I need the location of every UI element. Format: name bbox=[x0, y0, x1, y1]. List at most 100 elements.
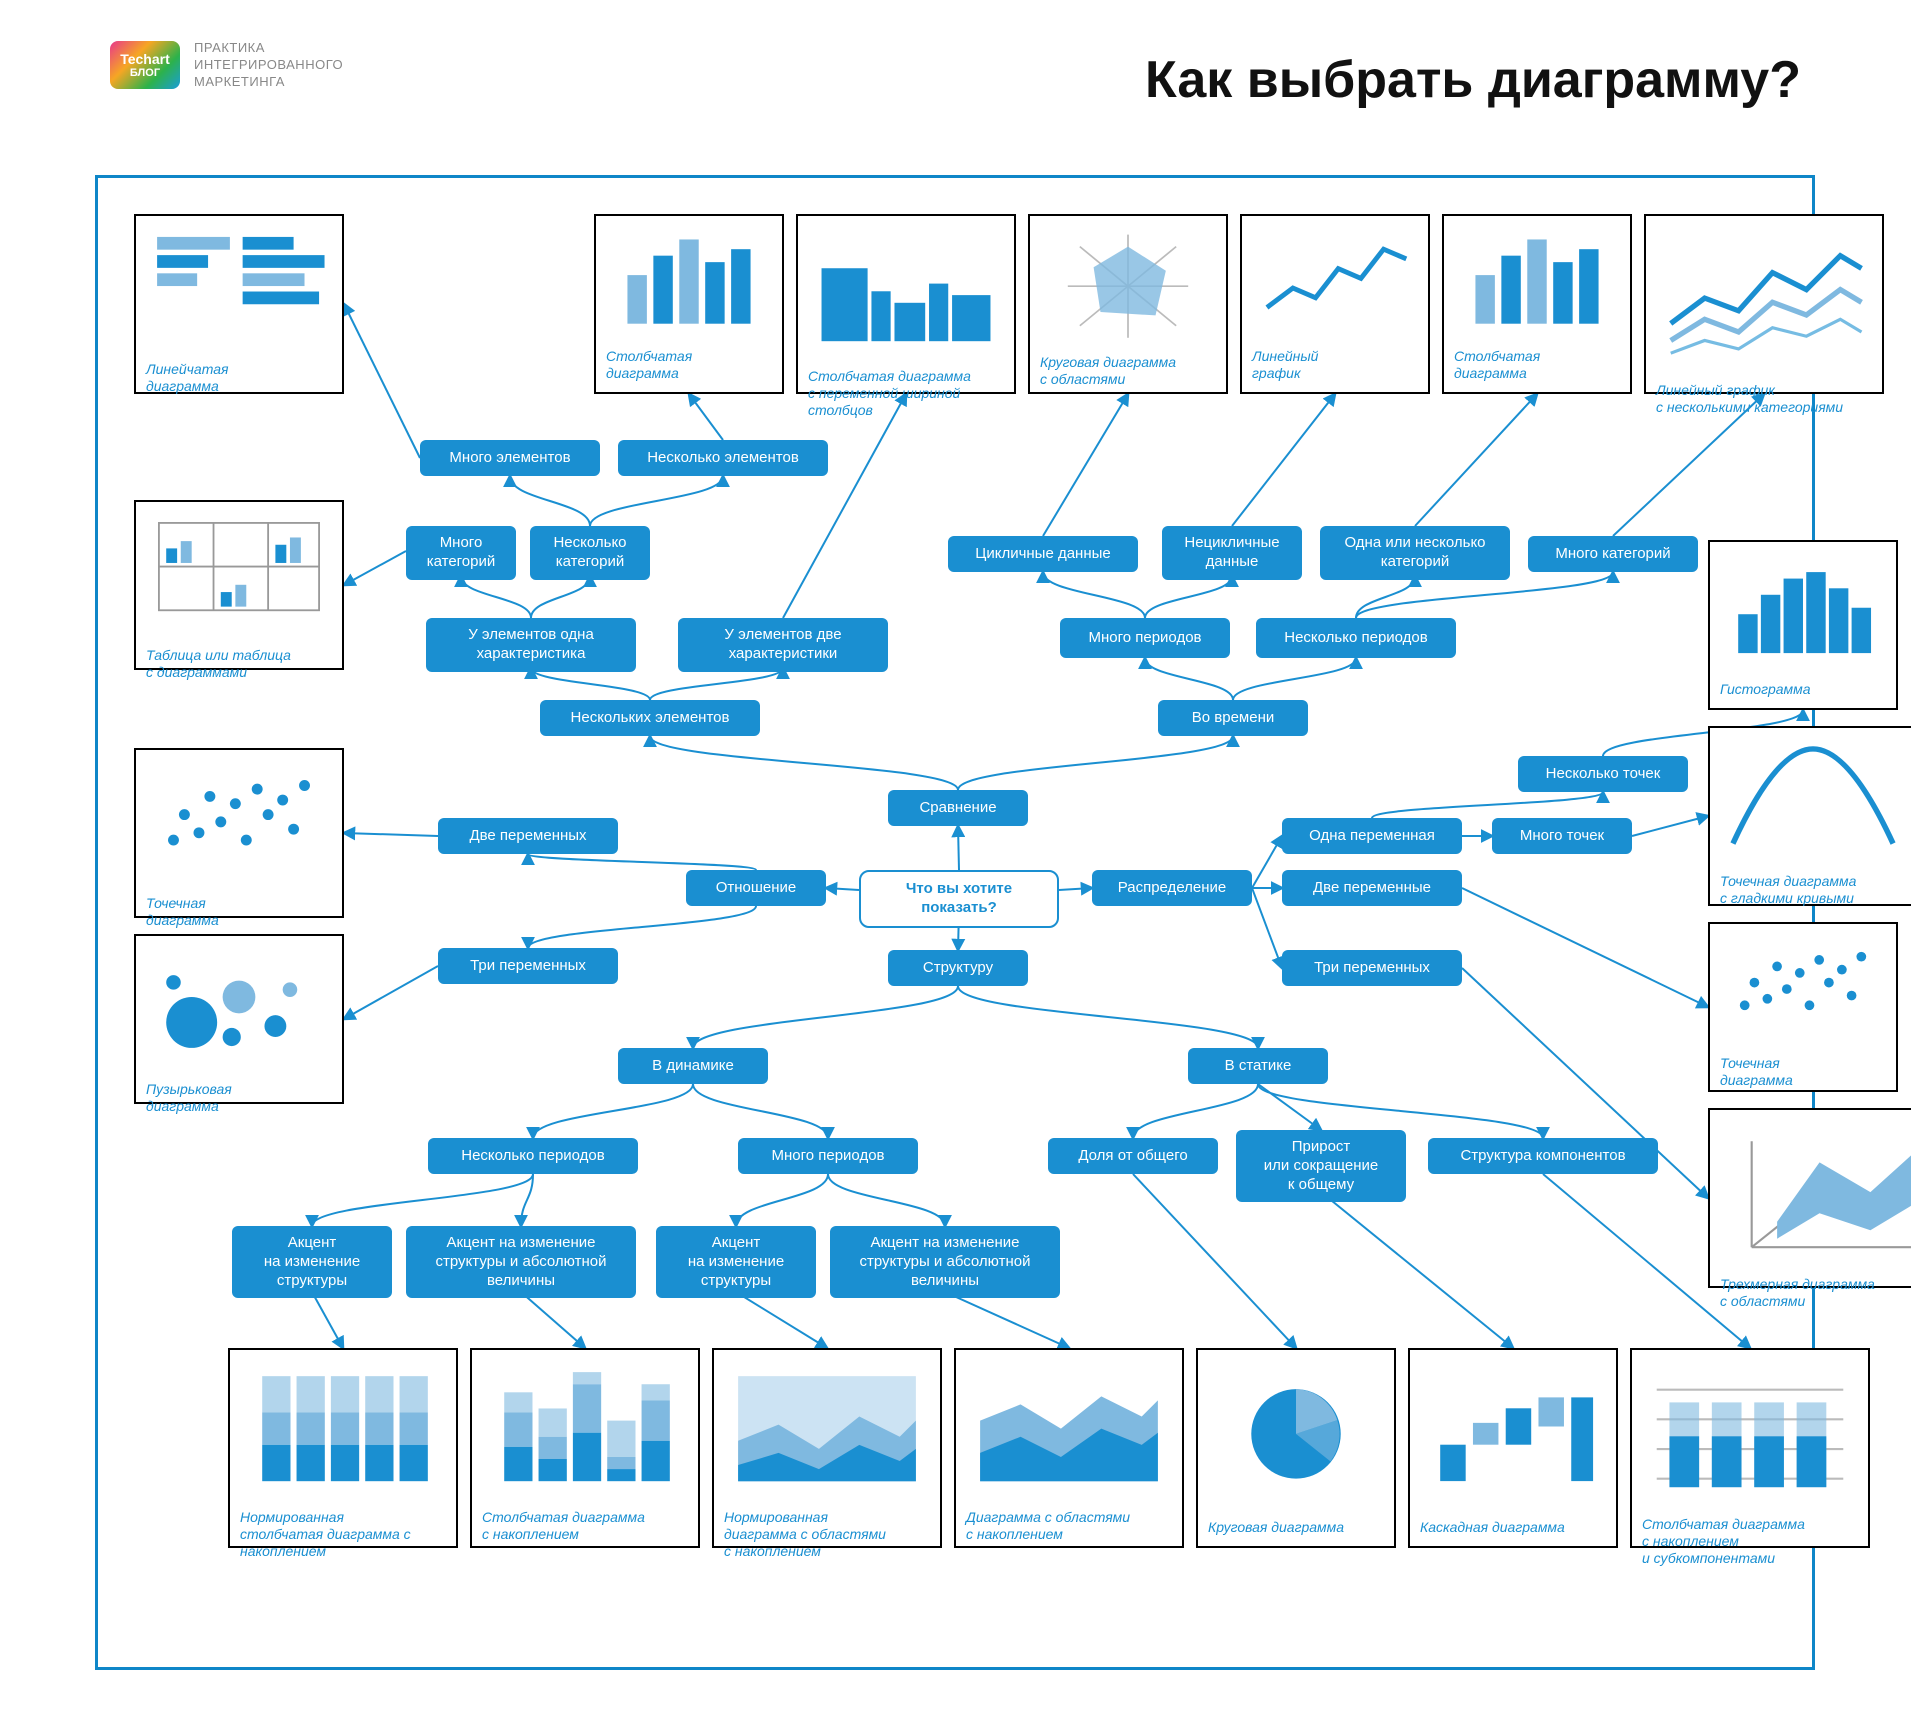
node-cmp_multi: Нескольких элементов bbox=[540, 700, 760, 736]
node-noncyc: Нецикличныеданные bbox=[1162, 526, 1302, 580]
node-rel2: Две переменных bbox=[438, 818, 618, 854]
node-cmp_time: Во времени bbox=[1158, 700, 1308, 736]
node-rel: Отношение bbox=[686, 870, 826, 906]
node-acc4: Акцент на изменениеструктуры и абсолютно… bbox=[830, 1226, 1060, 1298]
thumb-caption: Точечнаядиаграмма bbox=[136, 891, 342, 939]
thumb-caption: Таблица или таблицас диаграммами bbox=[136, 643, 342, 691]
thumb-caption: Гистограмма bbox=[1710, 677, 1896, 708]
thumb-th_varwidth: Столбчатая диаграммас переменной шириной… bbox=[796, 214, 1016, 394]
thumb-caption: Диаграмма с областямис накоплением bbox=[956, 1505, 1182, 1553]
thumb-th_col2: Столбчатаядиаграмма bbox=[1442, 214, 1632, 394]
node-dyn_many: Много периодов bbox=[738, 1138, 918, 1174]
thumb-icon bbox=[1710, 542, 1896, 677]
thumb-caption: Линейный графикс несколькими категориями bbox=[1646, 378, 1882, 426]
logo-subtitle: ПРАКТИКА ИНТЕГРИРОВАННОГО МАРКЕТИНГА bbox=[194, 40, 343, 91]
node-cyc: Цикличные данные bbox=[948, 536, 1138, 572]
thumb-th_line1: Линейныйграфик bbox=[1240, 214, 1430, 394]
thumb-th_line2: Линейный графикс несколькими категориями bbox=[1644, 214, 1884, 394]
thumb-icon bbox=[1710, 1110, 1911, 1272]
node-acc1: Акцентна изменениеструктуры bbox=[232, 1226, 392, 1298]
node-growth: Приростили сокращениек общему bbox=[1236, 1130, 1406, 1202]
thumb-caption: Столбчатаядиаграмма bbox=[1444, 344, 1630, 392]
node-catmany2: Много категорий bbox=[1528, 536, 1698, 572]
thumb-th_table: Таблица или таблицас диаграммами bbox=[134, 500, 344, 670]
thumb-th_scatter: Точечнаядиаграмма bbox=[134, 748, 344, 918]
thumb-icon bbox=[230, 1350, 456, 1505]
thumb-th_area100: Нормированнаядиаграмма с областямис нако… bbox=[712, 1348, 942, 1548]
logo-area: Techart БЛОГ ПРАКТИКА ИНТЕГРИРОВАННОГО М… bbox=[110, 40, 343, 91]
page-title: Как выбрать диаграмму? bbox=[1145, 50, 1801, 110]
thumb-icon bbox=[136, 216, 342, 357]
node-s_dyn: В динамике bbox=[618, 1048, 768, 1084]
thumb-icon bbox=[1710, 924, 1896, 1051]
node-root: Что вы хотите показать? bbox=[859, 870, 1059, 928]
thumb-caption: Точечная диаграммас гладкими кривыми bbox=[1710, 869, 1911, 917]
thumb-th_hbar: Линейчатаядиаграмма bbox=[134, 214, 344, 394]
logo-line1: Techart bbox=[120, 52, 170, 66]
thumb-th_radar: Круговая диаграммас областями bbox=[1028, 214, 1228, 394]
thumb-th_scatter2: Точечнаядиаграмма bbox=[1708, 922, 1898, 1092]
thumb-icon bbox=[1646, 216, 1882, 378]
thumb-icon bbox=[956, 1350, 1182, 1505]
thumb-icon bbox=[472, 1350, 698, 1505]
thumb-icon bbox=[136, 936, 342, 1077]
logo-line2: БЛОГ bbox=[130, 68, 160, 79]
node-acc3: Акцентна изменениеструктуры bbox=[656, 1226, 816, 1298]
node-tm_few: Несколько периодов bbox=[1256, 618, 1456, 658]
thumb-icon bbox=[596, 216, 782, 344]
thumb-icon bbox=[1410, 1350, 1616, 1515]
thumb-caption: Каскадная диаграмма bbox=[1410, 1515, 1616, 1546]
thumb-caption: Линейныйграфик bbox=[1242, 344, 1428, 392]
node-struct: Структуру bbox=[888, 950, 1028, 986]
node-el_few: Несколько элементов bbox=[618, 440, 828, 476]
thumb-icon bbox=[1242, 216, 1428, 344]
thumb-icon bbox=[1632, 1350, 1868, 1512]
thumb-th_waterfall: Каскадная диаграмма bbox=[1408, 1348, 1618, 1548]
node-acc2: Акцент на изменениеструктуры и абсолютно… bbox=[406, 1226, 636, 1298]
node-d_three: Три переменных bbox=[1282, 950, 1462, 986]
thumb-th_smooth: Точечная диаграммас гладкими кривыми bbox=[1708, 726, 1911, 906]
thumb-caption: Круговая диаграммас областями bbox=[1030, 350, 1226, 398]
thumb-th_stacksub: Столбчатая диаграммас накоплениеми субко… bbox=[1630, 1348, 1870, 1548]
thumb-th_areastack: Диаграмма с областямис накоплением bbox=[954, 1348, 1184, 1548]
node-el_many: Много элементов bbox=[420, 440, 600, 476]
thumb-icon bbox=[1710, 728, 1911, 869]
logo-icon: Techart БЛОГ bbox=[110, 41, 180, 89]
thumb-icon bbox=[136, 502, 342, 643]
thumb-th_stackcol: Столбчатая диаграммас накоплением bbox=[470, 1348, 700, 1548]
thumb-icon bbox=[1444, 216, 1630, 344]
thumb-caption: Нормированнаястолбчатая диаграмма снакоп… bbox=[230, 1505, 456, 1569]
header: Techart БЛОГ ПРАКТИКА ИНТЕГРИРОВАННОГО М… bbox=[0, 40, 1911, 120]
node-cat_many: Многокатегорий bbox=[406, 526, 516, 580]
node-s_stat: В статике bbox=[1188, 1048, 1328, 1084]
thumb-th_stack100: Нормированнаястолбчатая диаграмма снакоп… bbox=[228, 1348, 458, 1548]
thumb-caption: Пузырьковаядиаграмма bbox=[136, 1077, 342, 1125]
thumb-th_col1: Столбчатаядиаграмма bbox=[594, 214, 784, 394]
thumb-icon bbox=[1198, 1350, 1394, 1515]
node-d_one: Одна переменная bbox=[1282, 818, 1462, 854]
node-share: Доля от общего bbox=[1048, 1138, 1218, 1174]
thumb-caption: Столбчатая диаграммас накоплениеми субко… bbox=[1632, 1512, 1868, 1576]
thumb-th_hist: Гистограмма bbox=[1708, 540, 1898, 710]
thumb-icon bbox=[798, 216, 1014, 364]
node-compstr: Структура компонентов bbox=[1428, 1138, 1658, 1174]
node-cmp: Сравнение bbox=[888, 790, 1028, 826]
node-d_fewpt: Несколько точек bbox=[1518, 756, 1688, 792]
thumb-caption: Точечнаядиаграмма bbox=[1710, 1051, 1896, 1099]
node-dyn_few: Несколько периодов bbox=[428, 1138, 638, 1174]
thumb-caption: Столбчатаядиаграмма bbox=[596, 344, 782, 392]
thumb-th_3darea: Трехмерная диаграммас областями bbox=[1708, 1108, 1911, 1288]
thumb-th_pie: Круговая диаграмма bbox=[1196, 1348, 1396, 1548]
thumb-caption: Линейчатаядиаграмма bbox=[136, 357, 342, 405]
node-cat_few: Несколькокатегорий bbox=[530, 526, 650, 580]
thumb-icon bbox=[1030, 216, 1226, 350]
thumb-caption: Столбчатая диаграммас переменной шириной… bbox=[798, 364, 1014, 428]
thumb-th_bubble: Пузырьковаядиаграмма bbox=[134, 934, 344, 1104]
thumb-caption: Трехмерная диаграммас областями bbox=[1710, 1272, 1911, 1320]
node-onefew: Одна или несколькокатегорий bbox=[1320, 526, 1510, 580]
node-dist: Распределение bbox=[1092, 870, 1252, 906]
thumb-icon bbox=[136, 750, 342, 891]
node-d_manypt: Много точек bbox=[1492, 818, 1632, 854]
node-cmp_two: У элементов двехарактеристики bbox=[678, 618, 888, 672]
thumb-caption: Столбчатая диаграммас накоплением bbox=[472, 1505, 698, 1553]
